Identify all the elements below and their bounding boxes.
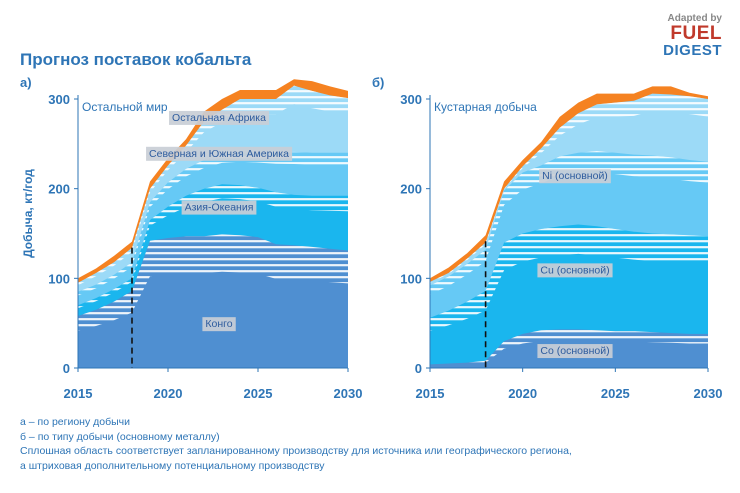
series-label: Конго	[202, 317, 236, 332]
hatch-cu-(основной)	[430, 224, 708, 331]
series-label: Ni (основной)	[539, 169, 611, 184]
series-label: Cu (основной)	[537, 263, 613, 278]
y-tick-label: 300	[48, 92, 70, 107]
hatch-кустарная-добыча	[430, 93, 708, 283]
y-tick-label: 0	[415, 361, 422, 376]
x-tick-label: 2030	[334, 386, 363, 401]
y-axis-title: Добыча, кт/год	[21, 169, 35, 258]
hatch-северная-и-южная-америка	[78, 151, 348, 296]
series-label-text: Cu (основной)	[540, 264, 609, 276]
series-label-box	[169, 110, 270, 125]
series-label-box	[146, 146, 293, 161]
x-tick-label: 2020	[508, 386, 537, 401]
series-label-text: Co (основной)	[540, 345, 609, 357]
logo: Adapted by FUEL DIGEST	[663, 13, 722, 59]
panel-letter: а)	[20, 75, 32, 90]
series-label-box	[202, 317, 236, 332]
hatch-ni-(основной)	[430, 151, 708, 295]
logo-fuel-text: FUEL	[670, 23, 722, 44]
series-label: Северная и Южная Америка	[146, 146, 293, 161]
footnote-line: б – по типу добычи (основному металлу)	[20, 430, 220, 443]
series-label-text: Конго	[205, 318, 232, 330]
series-label-text: Остальная Африка	[172, 112, 266, 124]
series-label-box	[181, 200, 257, 215]
series-label-text: Ni (основной)	[542, 170, 608, 182]
x-tick-label: 2025	[601, 386, 630, 401]
x-tick-label: 2015	[416, 386, 445, 401]
hatch-конго	[78, 234, 348, 331]
hatch-азия-океания	[78, 184, 348, 309]
y-tick-label: 200	[48, 182, 70, 197]
series-label-box	[539, 169, 611, 184]
series-label-box	[537, 263, 613, 278]
series-label: Остальная Африка	[169, 110, 270, 125]
hatch-co-(основной)	[430, 329, 708, 366]
chart-title: Прогноз поставок кобальта	[20, 50, 252, 69]
footnote-line: Сплошная область соответствует запланиро…	[20, 445, 572, 457]
series-label-text: Северная и Южная Америка	[149, 148, 289, 160]
footnote-line: а – по региону добычи	[20, 416, 130, 428]
x-tick-label: 2020	[154, 386, 183, 401]
series-label-box	[537, 344, 613, 359]
y-tick-label: 100	[400, 271, 422, 286]
series-label: Co (основной)	[537, 344, 613, 359]
x-tick-label: 2030	[694, 386, 723, 401]
x-tick-label: 2025	[244, 386, 273, 401]
logo-digest-text: DIGEST	[663, 42, 722, 59]
series-label-text: Азия-Океания	[185, 202, 254, 214]
y-tick-label: 0	[63, 361, 70, 376]
x-tick-label: 2015	[64, 386, 93, 401]
panel-letter: б)	[372, 75, 384, 90]
panel-b-chart: 0 100 200 300 2015 2020 2025 2030 б) Кустарная до…	[372, 75, 722, 401]
corner-label: Остальной мир	[82, 100, 168, 114]
corner-label: Кустарная добыча	[434, 100, 537, 114]
y-tick-label: 300	[400, 92, 422, 107]
hatch-остальная-африка	[78, 85, 348, 286]
series-label: Азия-Океания	[181, 200, 257, 215]
y-tick-label: 100	[48, 271, 70, 286]
footnotes: а – по региону добычи б – по типу добычи…	[20, 415, 572, 473]
y-tick-label: 200	[400, 182, 422, 197]
logo-adapted-text: Adapted by	[667, 13, 722, 24]
panel-a-chart: 0 100 200 300 2015 2020 2025 2030 а) Остальной ми…	[20, 75, 362, 401]
footnote-line: а штриховая дополнительному потенциально…	[20, 459, 325, 472]
